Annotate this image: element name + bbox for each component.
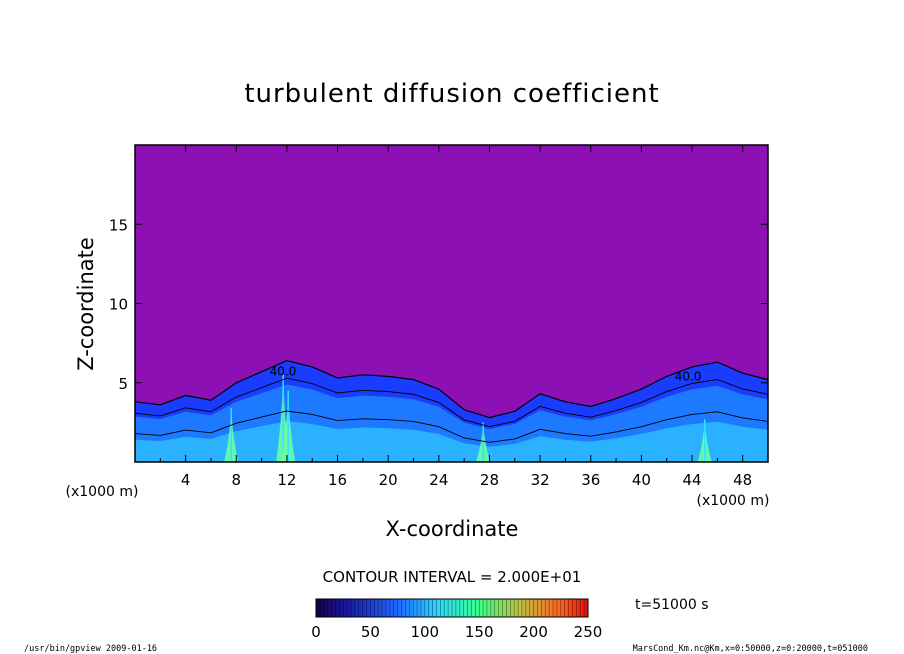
footer-left: /usr/bin/gpview 2009-01-16 (24, 644, 157, 654)
x-tick-label: 4 (181, 471, 191, 489)
colorbar-frame (315, 598, 589, 618)
contour-label-group: 40.0 40.0 (270, 365, 702, 384)
y-axis-ticks: 5 10 15 (109, 216, 768, 393)
x-tick-label: 48 (733, 471, 752, 489)
contour-line (135, 377, 768, 428)
colorbar-tick-label: 200 (519, 623, 548, 641)
colorbar-ticks: 0 50 100 150 200 250 (311, 623, 602, 641)
x-tick-label: 12 (277, 471, 296, 489)
colorbar-stripes (319, 599, 585, 617)
time-label: t=51000 s (635, 597, 709, 613)
x-tick-label: 24 (429, 471, 448, 489)
colorbar: 0 50 100 150 200 250 (311, 598, 602, 641)
x-axis-ticks: 4 8 12 16 20 24 28 32 36 40 44 48 (159, 145, 752, 489)
y-tick-label: 10 (109, 296, 128, 314)
y-axis-label: Z-coordinate (74, 237, 98, 371)
contour-interval-text: CONTOUR INTERVAL = 2.000E+01 (323, 568, 582, 586)
plot-area (135, 145, 768, 462)
y-tick-label: 5 (118, 375, 128, 393)
contour-lines (135, 359, 768, 443)
colorbar-tick-label: 50 (361, 623, 380, 641)
plume-group (224, 374, 712, 462)
contour-line (135, 359, 768, 419)
x-tick-label: 20 (379, 471, 398, 489)
footer-right: MarsCond_Km.nc@Km,x=0:50000,z=0:20000,t=… (633, 644, 868, 654)
contour-line (135, 410, 768, 443)
colorbar-tick-label: 250 (574, 623, 603, 641)
x-tick-label: 32 (531, 471, 550, 489)
x-tick-label: 16 (328, 471, 347, 489)
x-tick-label: 44 (682, 471, 701, 489)
x-tick-label: 28 (480, 471, 499, 489)
colorbar-tick-label: 100 (410, 623, 439, 641)
x-tick-label: 8 (232, 471, 242, 489)
x-axis-unit: (x1000 m) (697, 493, 770, 509)
y-axis-unit: (x1000 m) (66, 484, 139, 500)
contour-label: 40.0 (270, 365, 297, 379)
contour-label: 40.0 (675, 369, 702, 383)
colorbar-tick-label: 150 (465, 623, 494, 641)
x-tick-label: 40 (632, 471, 651, 489)
x-tick-label: 36 (581, 471, 600, 489)
y-tick-label: 15 (109, 216, 128, 234)
x-axis-label: X-coordinate (386, 517, 519, 541)
colorbar-tick-label: 0 (311, 623, 321, 641)
chart-title: turbulent diffusion coefficient (244, 79, 659, 109)
